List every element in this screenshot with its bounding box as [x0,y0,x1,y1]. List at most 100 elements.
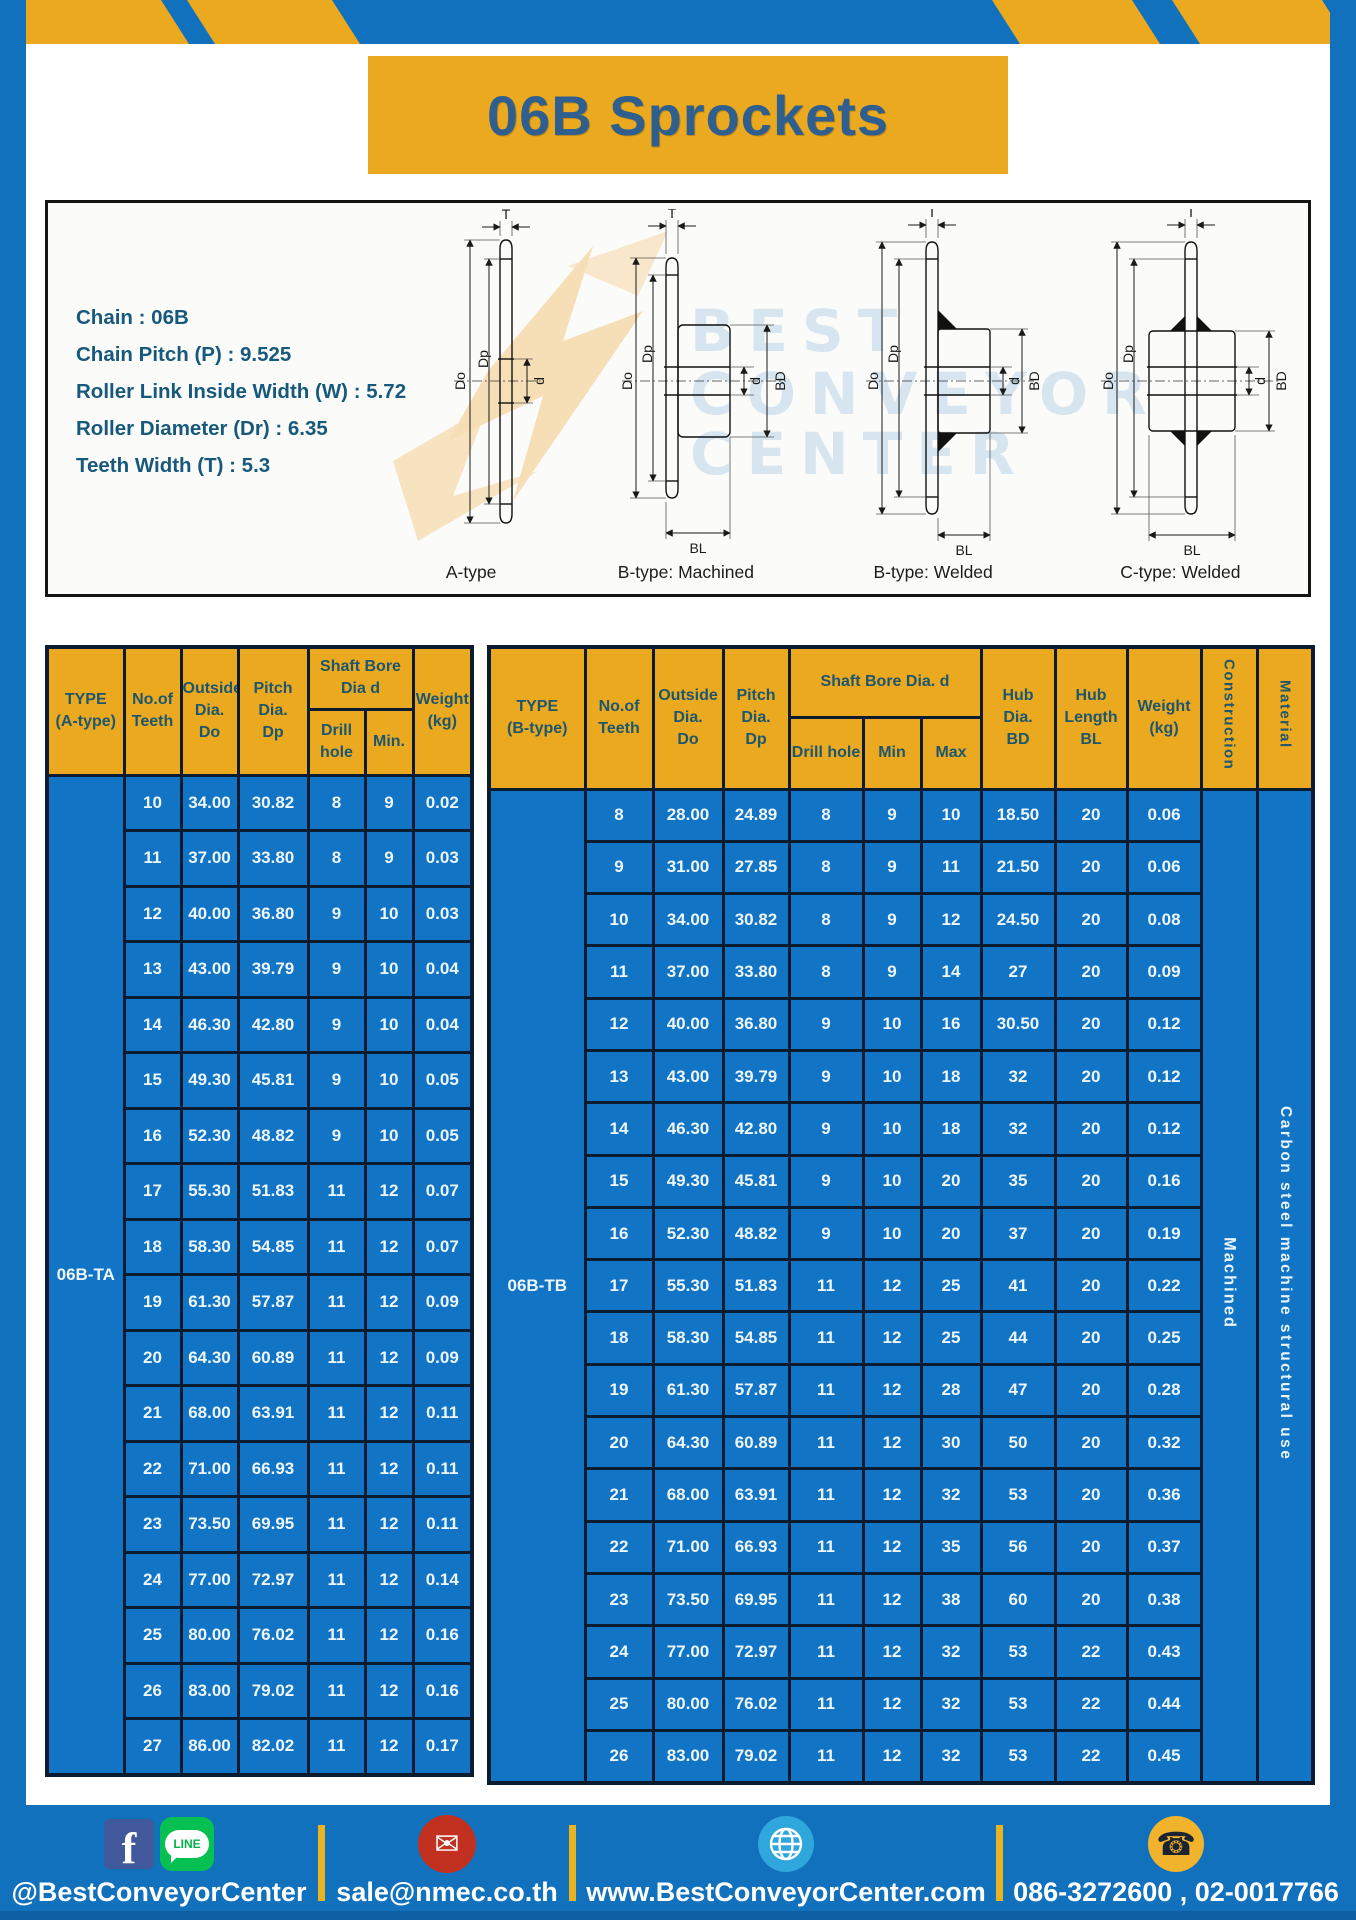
table-row: 06B-TB 8 28.00 24.89 8 9 10 18.50 20 0.06 Machined… [487,787,1315,1785]
table-cell: 25 [122,1606,183,1665]
table-cell: 11 [122,829,183,888]
col-header-pitch-a: Pitch Dia. Dp [236,645,310,777]
table-cell: 13 [583,1048,655,1105]
table-cell: 51.83 [236,1162,310,1221]
table-cell: 48.82 [721,1205,791,1262]
sprocket-drawings: Do Dp d T A-type [380,204,1304,594]
table-cell: 73.50 [651,1571,725,1628]
table-cell: 11 [919,839,983,896]
table-cell: 0.28 [1125,1362,1203,1419]
table-cell: 0.06 [1125,787,1203,843]
table-cell: 10 [919,787,983,843]
table-cell: 41 [979,1258,1057,1314]
table-cell: 0.14 [411,1550,474,1609]
table-cell: 12 [861,1519,923,1575]
table-cell: 14 [919,944,983,1000]
col-header-outside-a: Outside Dia. Do [179,645,240,777]
table-cell: 11 [306,1384,367,1443]
table-cell: 35 [919,1519,983,1575]
table-cell: 58.30 [179,1217,240,1276]
table-cell: 39.79 [236,940,310,999]
table-row: 14 46.30 42.80 9 10 0.04 [47,995,474,1054]
table-cell: 54.85 [236,1217,310,1276]
figure-a-type: Do Dp d T A-type [396,206,547,583]
table-cell: 12 [861,1258,923,1314]
table-row: 18 58.30 54.85 11 12 25 44 20 0.25 [489,1310,1313,1366]
table-cell: 30.50 [979,996,1057,1052]
table-cell: 0.12 [1125,1048,1203,1105]
table-row: 16 52.30 48.82 9 10 20 37 20 0.19 [489,1205,1313,1262]
table-cell: 24 [122,1550,183,1609]
table-cell: 26 [122,1661,183,1720]
table-cell: 25 [919,1310,983,1366]
col-header-shaft-bore-b: Shaft Bore Dia. d [787,645,983,719]
table-cell: 39.79 [721,1048,791,1105]
table-cell: 0.04 [411,995,474,1054]
footer-phone-section: ☎ 086-3272600 , 02-0017766 [1003,1805,1349,1920]
table-cell: 49.30 [179,1051,240,1110]
table-row: 22 71.00 66.93 11 12 0.11 [47,1439,474,1498]
table-cell: 10 [861,996,923,1052]
table-row: 23 73.50 69.95 11 12 38 60 20 0.38 [489,1571,1313,1628]
col-header-weight-b: Weight (kg) [1125,645,1203,791]
page-title-box: 06B Sprockets [368,56,1008,174]
table-row: 17 55.30 51.83 11 12 25 41 20 0.22 [489,1258,1313,1314]
table-cell: 11 [306,1328,367,1387]
table-cell: 20 [1053,1310,1129,1366]
table-cell: 0.04 [411,940,474,999]
table-cell: 61.30 [651,1362,725,1419]
table-cell: 0.37 [1125,1519,1203,1575]
footer-divider [569,1824,576,1901]
table-cell: 25 [919,1258,983,1314]
table-cell: 20 [1053,1153,1129,1209]
col-header-material: Material [1255,645,1315,791]
a-type-drawing: Do Dp d T [452,206,547,524]
table-cell: 0.12 [1125,996,1203,1052]
table-cell: 10 [583,892,655,948]
footer: f LINE @BestConveyorCenter ✉ sale@nmec.c… [0,1805,1356,1920]
table-cell: 44 [979,1310,1057,1366]
table-cell: 22 [1053,1728,1129,1785]
caption-a-type: A-type [445,562,497,582]
col-header-teeth-a: No.of Teeth [122,645,183,777]
table-row: 20 64.30 60.89 11 12 0.09 [47,1328,474,1387]
table-cell: 0.25 [1125,1310,1203,1366]
table-cell: 72.97 [721,1624,791,1680]
spec-teeth-width: Teeth Width (T) : 5.3 [76,454,271,477]
svg-text:BL: BL [1183,542,1200,557]
table-cell: 34.00 [179,773,240,832]
table-cell: 17 [122,1162,183,1221]
table-cell: 34.00 [651,892,725,948]
table-cell: 14 [583,1101,655,1157]
table-cell: 45.81 [236,1051,310,1110]
table-cell: 48.82 [236,1106,310,1165]
table-cell: 40.00 [179,884,240,943]
footer-phone-numbers: 086-3272600 , 02-0017766 [1013,1877,1339,1907]
table-cell: 9 [787,1048,865,1105]
table-cell: 83.00 [179,1661,240,1720]
caption-b-type-machined: B-type: Machined [617,562,754,582]
footer-email-section: ✉ sale@nmec.co.th [325,1805,569,1920]
table-cell: 33.80 [721,944,791,1000]
table-row: 20 64.30 60.89 11 12 30 50 20 0.32 [489,1415,1313,1471]
table-row: 24 77.00 72.97 11 12 0.14 [47,1550,474,1609]
table-cell: 18 [583,1310,655,1366]
diagram-panel: BEST CONVEYOR CENTER Chain : 06B Chain P… [45,200,1311,597]
table-cell: 11 [306,1162,367,1221]
table-a-type: TYPE (A-type) No.of Teeth Outside Dia. D… [45,645,474,1777]
top-decor-band [0,0,1356,44]
table-cell: 12 [363,1439,415,1498]
caption-b-type-welded: B-type: Welded [873,562,993,582]
table-cell: 20 [1053,1467,1129,1523]
table-cell: 12 [861,1362,923,1419]
table-cell: 69.95 [236,1495,310,1554]
table-row: 12 40.00 36.80 9 10 16 30.50 20 0.12 [489,996,1313,1052]
table-cell: 9 [306,1051,367,1110]
table-cell: 0.17 [411,1717,474,1776]
table-row: 14 46.30 42.80 9 10 18 32 20 0.12 [489,1101,1313,1157]
table-cell: 30.82 [236,773,310,832]
table-cell: 0.05 [411,1106,474,1165]
table-cell: 13 [122,940,183,999]
table-cell: 8 [787,892,865,948]
table-cell: 8 [787,787,865,843]
